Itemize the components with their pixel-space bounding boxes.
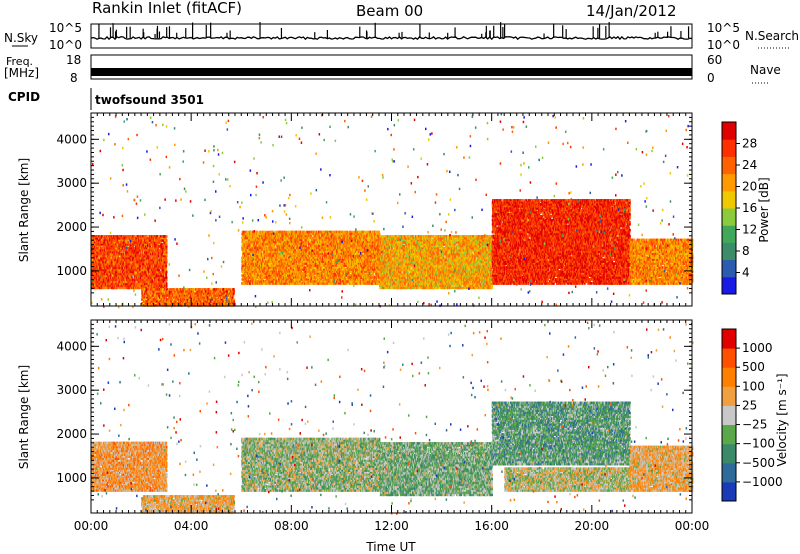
nsearch-label: N.Search: [745, 29, 799, 43]
cpid-row: CPID twofsound 3501: [8, 88, 204, 110]
freq-tick-top: 18: [66, 53, 81, 67]
date-title: 14/Jan/2012: [586, 2, 677, 20]
nsky-label: N.Sky: [4, 31, 38, 45]
header: Rankin Inlet (fitACF) Beam 00 14/Jan/201…: [92, 0, 677, 20]
freq-tick-bottom: 8: [70, 71, 78, 85]
beam-title: Beam 00: [356, 2, 423, 20]
nsearch-tick-top: 10^5: [707, 21, 740, 35]
station-title: Rankin Inlet (fitACF): [92, 0, 242, 17]
nave-tick-bottom: 0: [707, 71, 715, 85]
cpid-value: twofsound 3501: [95, 93, 204, 107]
nsky-frame: [91, 24, 692, 48]
power-echoes: [91, 113, 693, 308]
nsky-trace: [91, 37, 692, 39]
nsky-strip: N.Sky 10^5 10^0 10^5 10^0 N.Search: [4, 21, 799, 52]
freq-strip: Freq. [MHz] 18 8 60 0 Nave: [4, 53, 781, 85]
nsky-tick-top: 10^5: [49, 21, 82, 35]
nave-label: Nave: [750, 63, 781, 77]
freq-unit-label: [MHz]: [4, 66, 39, 80]
nsearch-tick-bottom: 10^0: [707, 38, 740, 52]
cpid-label: CPID: [8, 90, 40, 104]
freq-band: [91, 68, 692, 76]
nsky-tick-bottom: 10^0: [49, 38, 82, 52]
nave-tick-top: 60: [707, 53, 722, 67]
